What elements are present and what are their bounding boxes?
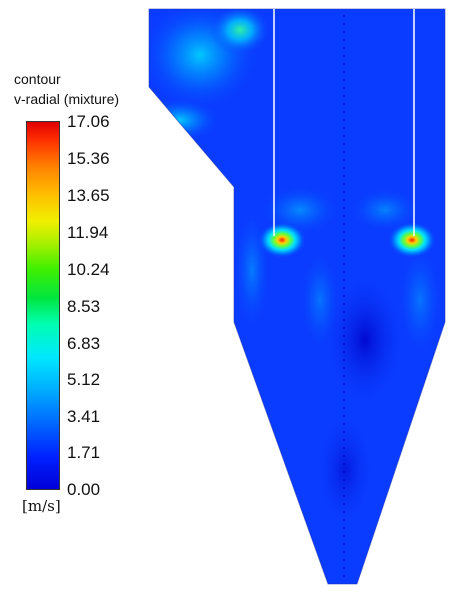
tick-label: 11.94 <box>67 223 109 242</box>
tick-label: 8.53 <box>67 297 101 316</box>
domain-outline <box>148 8 446 585</box>
tick-label: 1.71 <box>67 443 101 462</box>
tick-label: 13.65 <box>67 186 110 205</box>
tick-label: 3.41 <box>67 407 101 426</box>
tick-label: 10.24 <box>67 260 110 279</box>
tick-label: 6.83 <box>67 334 101 353</box>
legend-title-line2: v-radial (mixture) <box>14 91 120 107</box>
tick-label: 0.00 <box>67 480 101 499</box>
legend-title-line1: contour <box>14 71 61 87</box>
unit-label: [m/s] <box>22 497 61 515</box>
tick-label: 5.12 <box>67 370 101 389</box>
color-bar <box>26 121 60 490</box>
tick-label: 17.06 <box>67 112 110 131</box>
tick-label: 15.36 <box>67 149 110 168</box>
